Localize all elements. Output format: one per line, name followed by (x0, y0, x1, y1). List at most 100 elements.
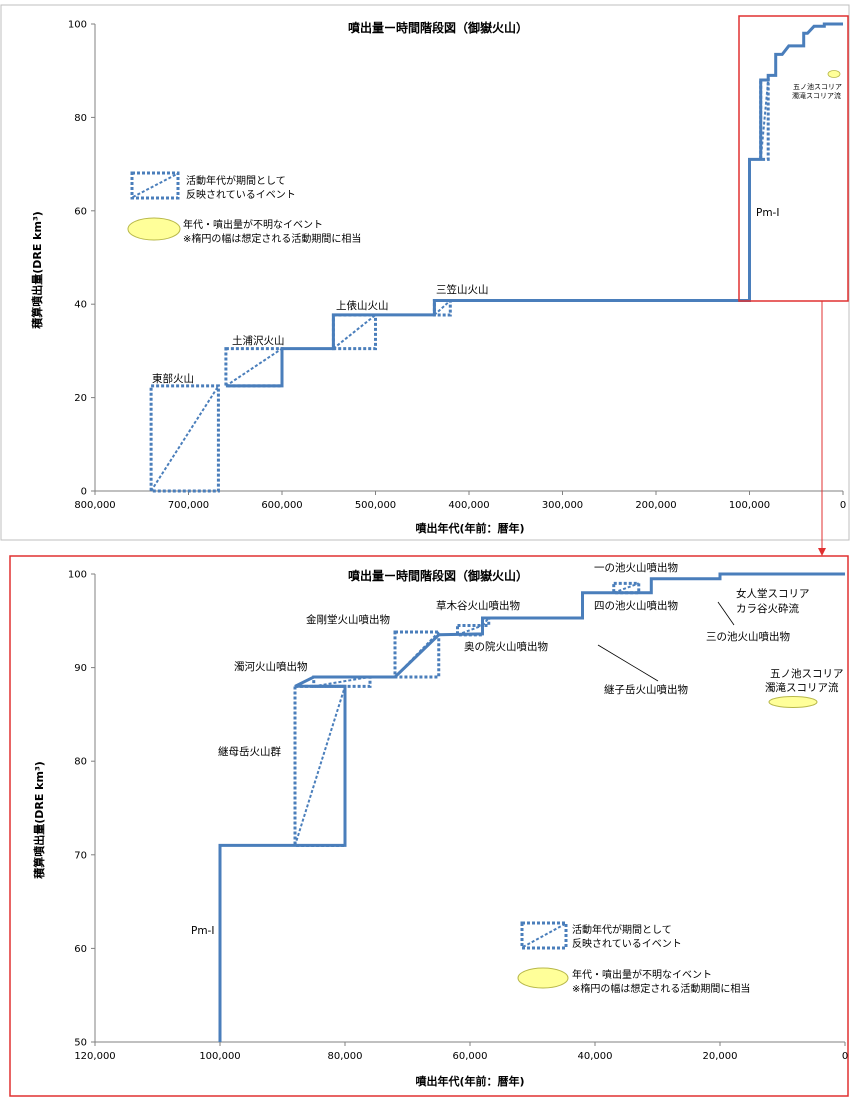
period-event-box (312, 675, 372, 688)
legend-dotted-box-line2: 反映されているイベント (572, 938, 682, 950)
period-event-diagonal (332, 314, 377, 350)
x-tick-label: 600,000 (261, 500, 302, 511)
period-event-box (149, 384, 220, 493)
bottom-chart: 噴出量ー時間階段図（御嶽火山） 50 60 70 80 90 100 120,000 100,… (9, 555, 849, 1097)
x-tick-label: 40,000 (578, 1051, 613, 1062)
bottom-legend: 活動年代が期間として 反映されているイベント 年代・噴出量が不明なイベント ※楕… (517, 921, 750, 995)
period-event-diagonal (613, 582, 640, 594)
x-tick-label: 100,000 (199, 1051, 240, 1062)
period-event-box (759, 78, 770, 161)
top-annotation-tsuchiurasawa: 土浦沢火山 (232, 334, 285, 347)
y-tick-label: 40 (74, 300, 87, 311)
legend-ellipse-swatch (127, 217, 181, 241)
bottom-annotation-mamakodake: 継子岳火山噴出物 (604, 683, 688, 696)
bottom-annotation-kusakidani: 草木谷火山噴出物 (436, 599, 520, 612)
legend-dotted-box-swatch (130, 171, 180, 200)
legend-ellipse-line1: 年代・噴出量が不明なイベント (572, 968, 712, 981)
bottom-annotation-kongodo: 金剛堂火山噴出物 (306, 613, 390, 626)
period-event-diagonal (313, 675, 371, 688)
bottom-annotation-shinoike: 四の池火山噴出物 (594, 599, 678, 612)
x-tick-label: 60,000 (453, 1051, 488, 1062)
period-event-diagonal (294, 686, 346, 846)
bottom-annotation-nyonindo: 女人堂スコリア (736, 587, 810, 600)
x-tick-label: 0 (840, 500, 846, 511)
top-annotation-gonoike: 五ノ池スコリア (793, 82, 842, 91)
top-annotation-mikasayama: 三笠山火山 (436, 283, 489, 296)
legend-dotted-box-line1: 活動年代が期間として (572, 923, 672, 936)
period-event-diagonal (150, 385, 220, 492)
x-tick-label: 100,000 (729, 500, 770, 511)
legend-dotted-diagonal (132, 173, 178, 198)
bottom-annotation-nigorigo: 濁河火山噴出物 (234, 660, 308, 673)
y-tick-label: 80 (74, 113, 87, 124)
top-unknown-event-ellipse (827, 70, 841, 78)
y-tick-label: 60 (74, 206, 87, 217)
y-tick-label: 100 (68, 20, 87, 31)
bottom-leader-lines (597, 601, 735, 682)
y-tick-label: 100 (68, 570, 87, 581)
bottom-annotation-karadani: カラ谷火砕流 (736, 602, 799, 615)
y-tick-label: 90 (74, 663, 87, 674)
zoom-highlight-box (738, 15, 849, 302)
x-tick-label: 400,000 (448, 500, 489, 511)
x-tick-label: 300,000 (542, 500, 583, 511)
period-event-diagonal (759, 79, 770, 160)
legend-ellipse-line1: 年代・噴出量が不明なイベント (183, 218, 323, 231)
x-tick-label: 0 (842, 1051, 848, 1062)
top-annotation-tobu: 東部火山 (152, 372, 194, 385)
x-tick-label: 500,000 (355, 500, 396, 511)
legend-dotted-box-swatch (520, 921, 568, 950)
y-tick-label: 70 (74, 850, 87, 861)
top-series (225, 22, 843, 388)
y-tick-label: 80 (74, 757, 87, 768)
bottom-annotation-pm1: Pm-Ⅰ (191, 925, 214, 937)
legend-dotted-box-line2: 反映されているイベント (186, 189, 296, 201)
zoom-arrow (818, 301, 826, 556)
period-event-diagonal (457, 624, 483, 636)
period-event-box (481, 616, 491, 627)
bottom-annotation-nigoritaki: 濁滝スコリア流 (765, 681, 839, 694)
y-tick-label: 60 (74, 944, 87, 955)
cumulative-volume-step-line (218, 572, 845, 1042)
bottom-annotation-gonoike: 五ノ池スコリア (770, 667, 844, 680)
legend-ellipse-swatch (517, 967, 569, 989)
cumulative-volume-step-line (225, 22, 843, 388)
bottom-chart-title: 噴出量ー時間階段図（御嶽火山） (348, 568, 528, 583)
top-chart-frame (0, 4, 850, 541)
top-x-axis-label: 噴出年代(年前：暦年) (415, 521, 524, 535)
top-chart: 噴出量ー時間階段図（御嶽火山） 0 20 40 60 80 100 800,000 700,0… (0, 4, 850, 541)
top-y-axis-label: 積算噴出量(DRE km³) (30, 211, 44, 330)
x-tick-label: 120,000 (74, 1051, 115, 1062)
period-event-diagonal (433, 299, 451, 316)
bottom-annotation-ichinoike: 一の池火山噴出物 (594, 561, 678, 574)
legend-dotted-box-line1: 活動年代が期間として (186, 174, 286, 187)
legend-ellipse-line2: ※楕円の幅は想定される活動期間に相当 (572, 982, 750, 995)
legend-ellipse-line2: ※楕円の幅は想定される活動期間に相当 (183, 232, 361, 245)
bottom-y-axis-label: 積算噴出量(DRE km³) (32, 761, 46, 880)
period-event-box (393, 630, 441, 679)
legend-dotted-diagonal (522, 923, 566, 948)
x-tick-label: 700,000 (168, 500, 209, 511)
bottom-annotation-okunoin: 奥の院火山噴出物 (464, 640, 548, 653)
x-tick-label: 800,000 (74, 500, 115, 511)
top-legend: 活動年代が期間として 反映されているイベント 年代・噴出量が不明なイベント ※楕… (127, 171, 361, 245)
y-tick-label: 0 (81, 487, 87, 498)
y-tick-label: 20 (74, 393, 87, 404)
top-axes: 0 20 40 60 80 100 800,000 700,000 600,000 500,000… (68, 20, 846, 512)
bottom-chart-frame (9, 555, 849, 1097)
top-chart-title: 噴出量ー時間階段図（御嶽火山） (348, 20, 528, 35)
bottom-series (218, 572, 845, 1042)
y-tick-label: 50 (74, 1038, 87, 1049)
top-annotation-kamitawarayama: 上俵山火山 (336, 299, 389, 312)
x-tick-label: 200,000 (635, 500, 676, 511)
x-tick-label: 80,000 (328, 1051, 363, 1062)
bottom-annotation-sannoike: 三の池火山噴出物 (706, 630, 790, 643)
bottom-annotation-mamahahadake: 継母岳火山群 (218, 745, 281, 758)
bottom-x-axis-label: 噴出年代(年前：暦年) (415, 1074, 524, 1088)
x-tick-label: 20,000 (703, 1051, 738, 1062)
bottom-unknown-event-ellipse (768, 696, 818, 708)
top-annotation-nigoritaki: 濁滝スコリア流 (792, 91, 841, 100)
top-annotation-pm1: Pm-Ⅰ (756, 207, 779, 219)
period-event-diagonal (225, 347, 283, 387)
